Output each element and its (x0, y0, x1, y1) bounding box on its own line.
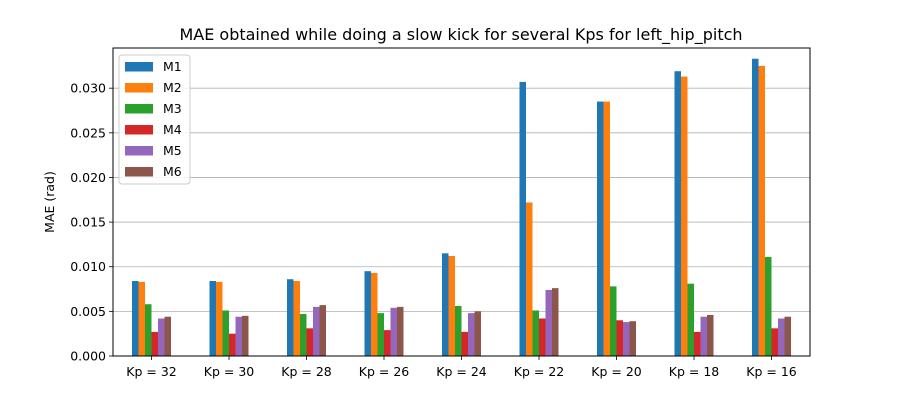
y-tick-label: 0.025 (70, 125, 106, 140)
legend-label-m3: M3 (163, 101, 182, 116)
bars (132, 58, 791, 357)
bar-m2 (526, 202, 533, 356)
bar-m3 (455, 306, 462, 356)
chart-title: MAE obtained while doing a slow kick for… (179, 25, 742, 45)
bar-m2 (448, 256, 455, 356)
bar-m6 (242, 315, 249, 356)
x-tick-label: Kp = 32 (126, 364, 176, 379)
bar-m4 (229, 333, 236, 356)
x-tick-label: Kp = 22 (514, 364, 564, 379)
x-tick-label: Kp = 28 (281, 364, 332, 379)
bar-m3 (765, 256, 772, 356)
bar-m5 (390, 307, 397, 356)
bar-m2 (603, 101, 610, 356)
bar-m3 (377, 313, 384, 356)
bar-m1 (519, 81, 526, 357)
bar-m5 (700, 316, 707, 356)
bar-m1 (364, 271, 371, 356)
x-tick-label: Kp = 24 (436, 364, 487, 379)
legend-swatch-m6 (125, 167, 153, 177)
bar-m1 (132, 281, 139, 356)
bar-m5 (545, 289, 552, 356)
bar-m5 (623, 322, 630, 356)
legend: M1 M2 M3 M4 M5 M6 (118, 54, 191, 185)
bar-m1 (209, 281, 216, 356)
legend-swatch-m5 (125, 146, 153, 156)
y-tick-label: 0.000 (70, 349, 106, 364)
bar-m4 (694, 331, 701, 356)
bar-m2 (293, 281, 300, 356)
x-tick-label: Kp = 18 (669, 364, 720, 379)
bar-m5 (468, 313, 475, 356)
legend-swatch-m2 (125, 83, 153, 93)
x-tick-label: Kp = 16 (746, 364, 797, 379)
bar-m2 (758, 65, 765, 356)
bar-m3 (532, 310, 539, 356)
gridlines (113, 87, 810, 312)
legend-label-m4: M4 (163, 122, 182, 137)
bar-m6 (707, 314, 714, 356)
x-tick-label: Kp = 20 (591, 364, 642, 379)
y-tick-label: 0.005 (70, 304, 106, 319)
bar-m6 (319, 305, 326, 356)
bar-m1 (287, 279, 294, 356)
legend-swatch-m1 (125, 62, 153, 72)
y-axis: 0.000 0.005 0.010 0.015 0.020 0.025 0.030 (70, 81, 113, 364)
x-tick-label: Kp = 30 (204, 364, 255, 379)
bar-m5 (235, 316, 242, 356)
bar-m2 (216, 281, 223, 356)
y-tick-label: 0.010 (70, 259, 106, 274)
bar-m6 (474, 311, 481, 356)
bar-m1 (674, 71, 681, 356)
bar-m5 (313, 306, 320, 356)
y-axis-label: MAE (rad) (42, 171, 57, 233)
bar-m3 (687, 283, 694, 356)
legend-swatch-m3 (125, 104, 153, 114)
bar-m6 (397, 306, 404, 356)
legend-swatch-m4 (125, 125, 153, 135)
bar-m6 (629, 321, 636, 356)
bar-m4 (616, 320, 623, 356)
legend-label-m1: M1 (163, 59, 182, 74)
bar-m3 (300, 314, 307, 356)
bar-m4 (151, 331, 158, 356)
y-tick-label: 0.030 (70, 81, 106, 96)
bar-m5 (778, 318, 785, 356)
bar-m2 (371, 272, 378, 356)
bar-m3 (222, 310, 229, 356)
bar-m1 (442, 253, 449, 356)
x-axis: Kp = 32 Kp = 30 Kp = 28 Kp = 26 Kp = 24 Kp = … (126, 356, 797, 379)
bar-m1 (597, 101, 604, 356)
bar-m4 (539, 318, 546, 356)
bar-m6 (784, 316, 791, 356)
legend-label-m6: M6 (163, 164, 182, 179)
bar-m2 (681, 76, 688, 356)
bar-m3 (145, 304, 152, 356)
x-tick-label: Kp = 26 (359, 364, 410, 379)
legend-label-m2: M2 (163, 80, 182, 95)
bar-m4 (384, 330, 391, 356)
bar-m4 (306, 328, 313, 356)
bar-m2 (138, 281, 145, 356)
bar-m6 (164, 316, 171, 356)
bar-m5 (158, 318, 165, 356)
bar-m4 (771, 328, 778, 356)
y-tick-label: 0.020 (70, 170, 106, 185)
bar-m6 (552, 288, 559, 356)
bar-m1 (752, 58, 759, 356)
y-tick-label: 0.015 (70, 215, 106, 230)
bar-m4 (461, 331, 468, 356)
bar-m3 (610, 286, 617, 356)
legend-label-m5: M5 (163, 143, 182, 158)
